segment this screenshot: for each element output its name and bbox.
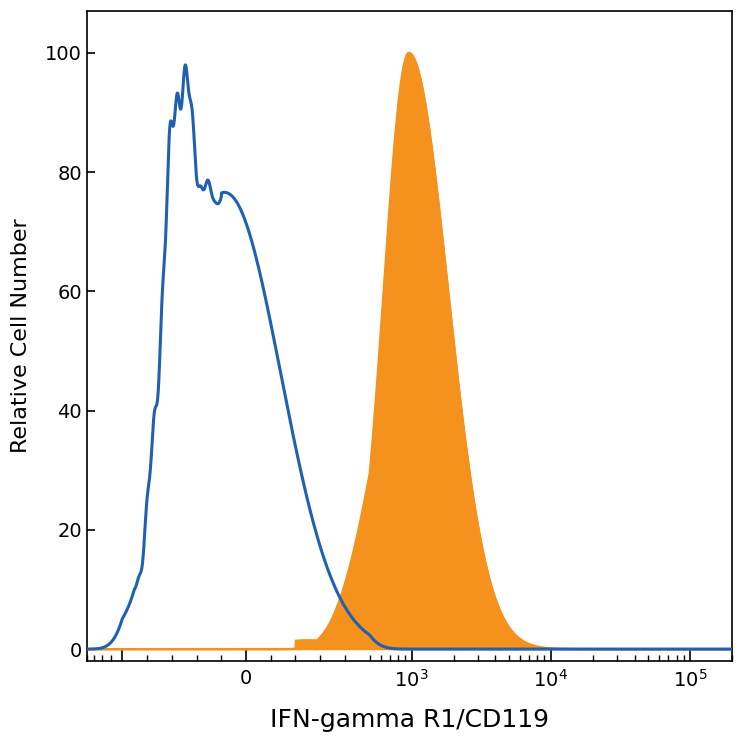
Y-axis label: Relative Cell Number: Relative Cell Number: [11, 218, 31, 453]
X-axis label: IFN-gamma R1/CD119: IFN-gamma R1/CD119: [270, 708, 549, 732]
